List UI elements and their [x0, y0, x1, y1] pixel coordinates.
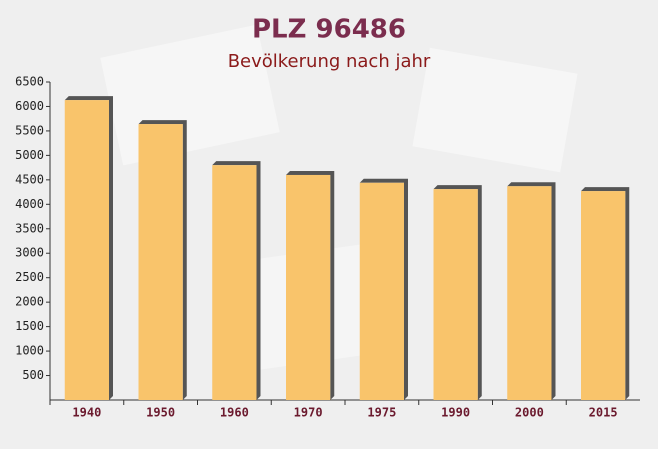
x-tick-label: 1975: [367, 406, 396, 420]
y-tick-label: 3500: [15, 221, 44, 235]
x-tick-label: 2000: [515, 406, 544, 420]
x-tick-label: 2015: [589, 406, 618, 420]
y-tick-label: 6500: [15, 75, 44, 89]
bar: [359, 182, 404, 400]
decoration: [412, 47, 578, 173]
bar: [286, 174, 331, 400]
y-tick-label: 6000: [15, 99, 44, 113]
y-tick-label: 3000: [15, 246, 44, 260]
y-tick-label: 4500: [15, 172, 44, 186]
x-tick-label: 1960: [220, 406, 249, 420]
bar: [433, 189, 478, 400]
y-tick-label: 5500: [15, 123, 44, 137]
y-tick-label: 500: [22, 368, 44, 382]
x-tick-label: 1990: [441, 406, 470, 420]
bar: [64, 100, 109, 401]
bar: [212, 165, 257, 400]
y-tick-label: 4000: [15, 197, 44, 211]
y-tick-label: 1000: [15, 344, 44, 358]
x-tick-label: 1950: [146, 406, 175, 420]
y-tick-label: 2500: [15, 270, 44, 284]
y-tick-label: 5000: [15, 148, 44, 162]
y-tick-label: 1500: [15, 319, 44, 333]
chart-title: PLZ 96486: [252, 15, 406, 45]
chart-subtitle: Bevölkerung nach jahr: [228, 51, 431, 72]
bar: [138, 124, 183, 400]
y-tick-label: 2000: [15, 295, 44, 309]
bar: [581, 191, 626, 400]
x-tick-label: 1970: [294, 406, 323, 420]
x-tick-label: 1940: [72, 406, 101, 420]
bar: [507, 186, 552, 400]
